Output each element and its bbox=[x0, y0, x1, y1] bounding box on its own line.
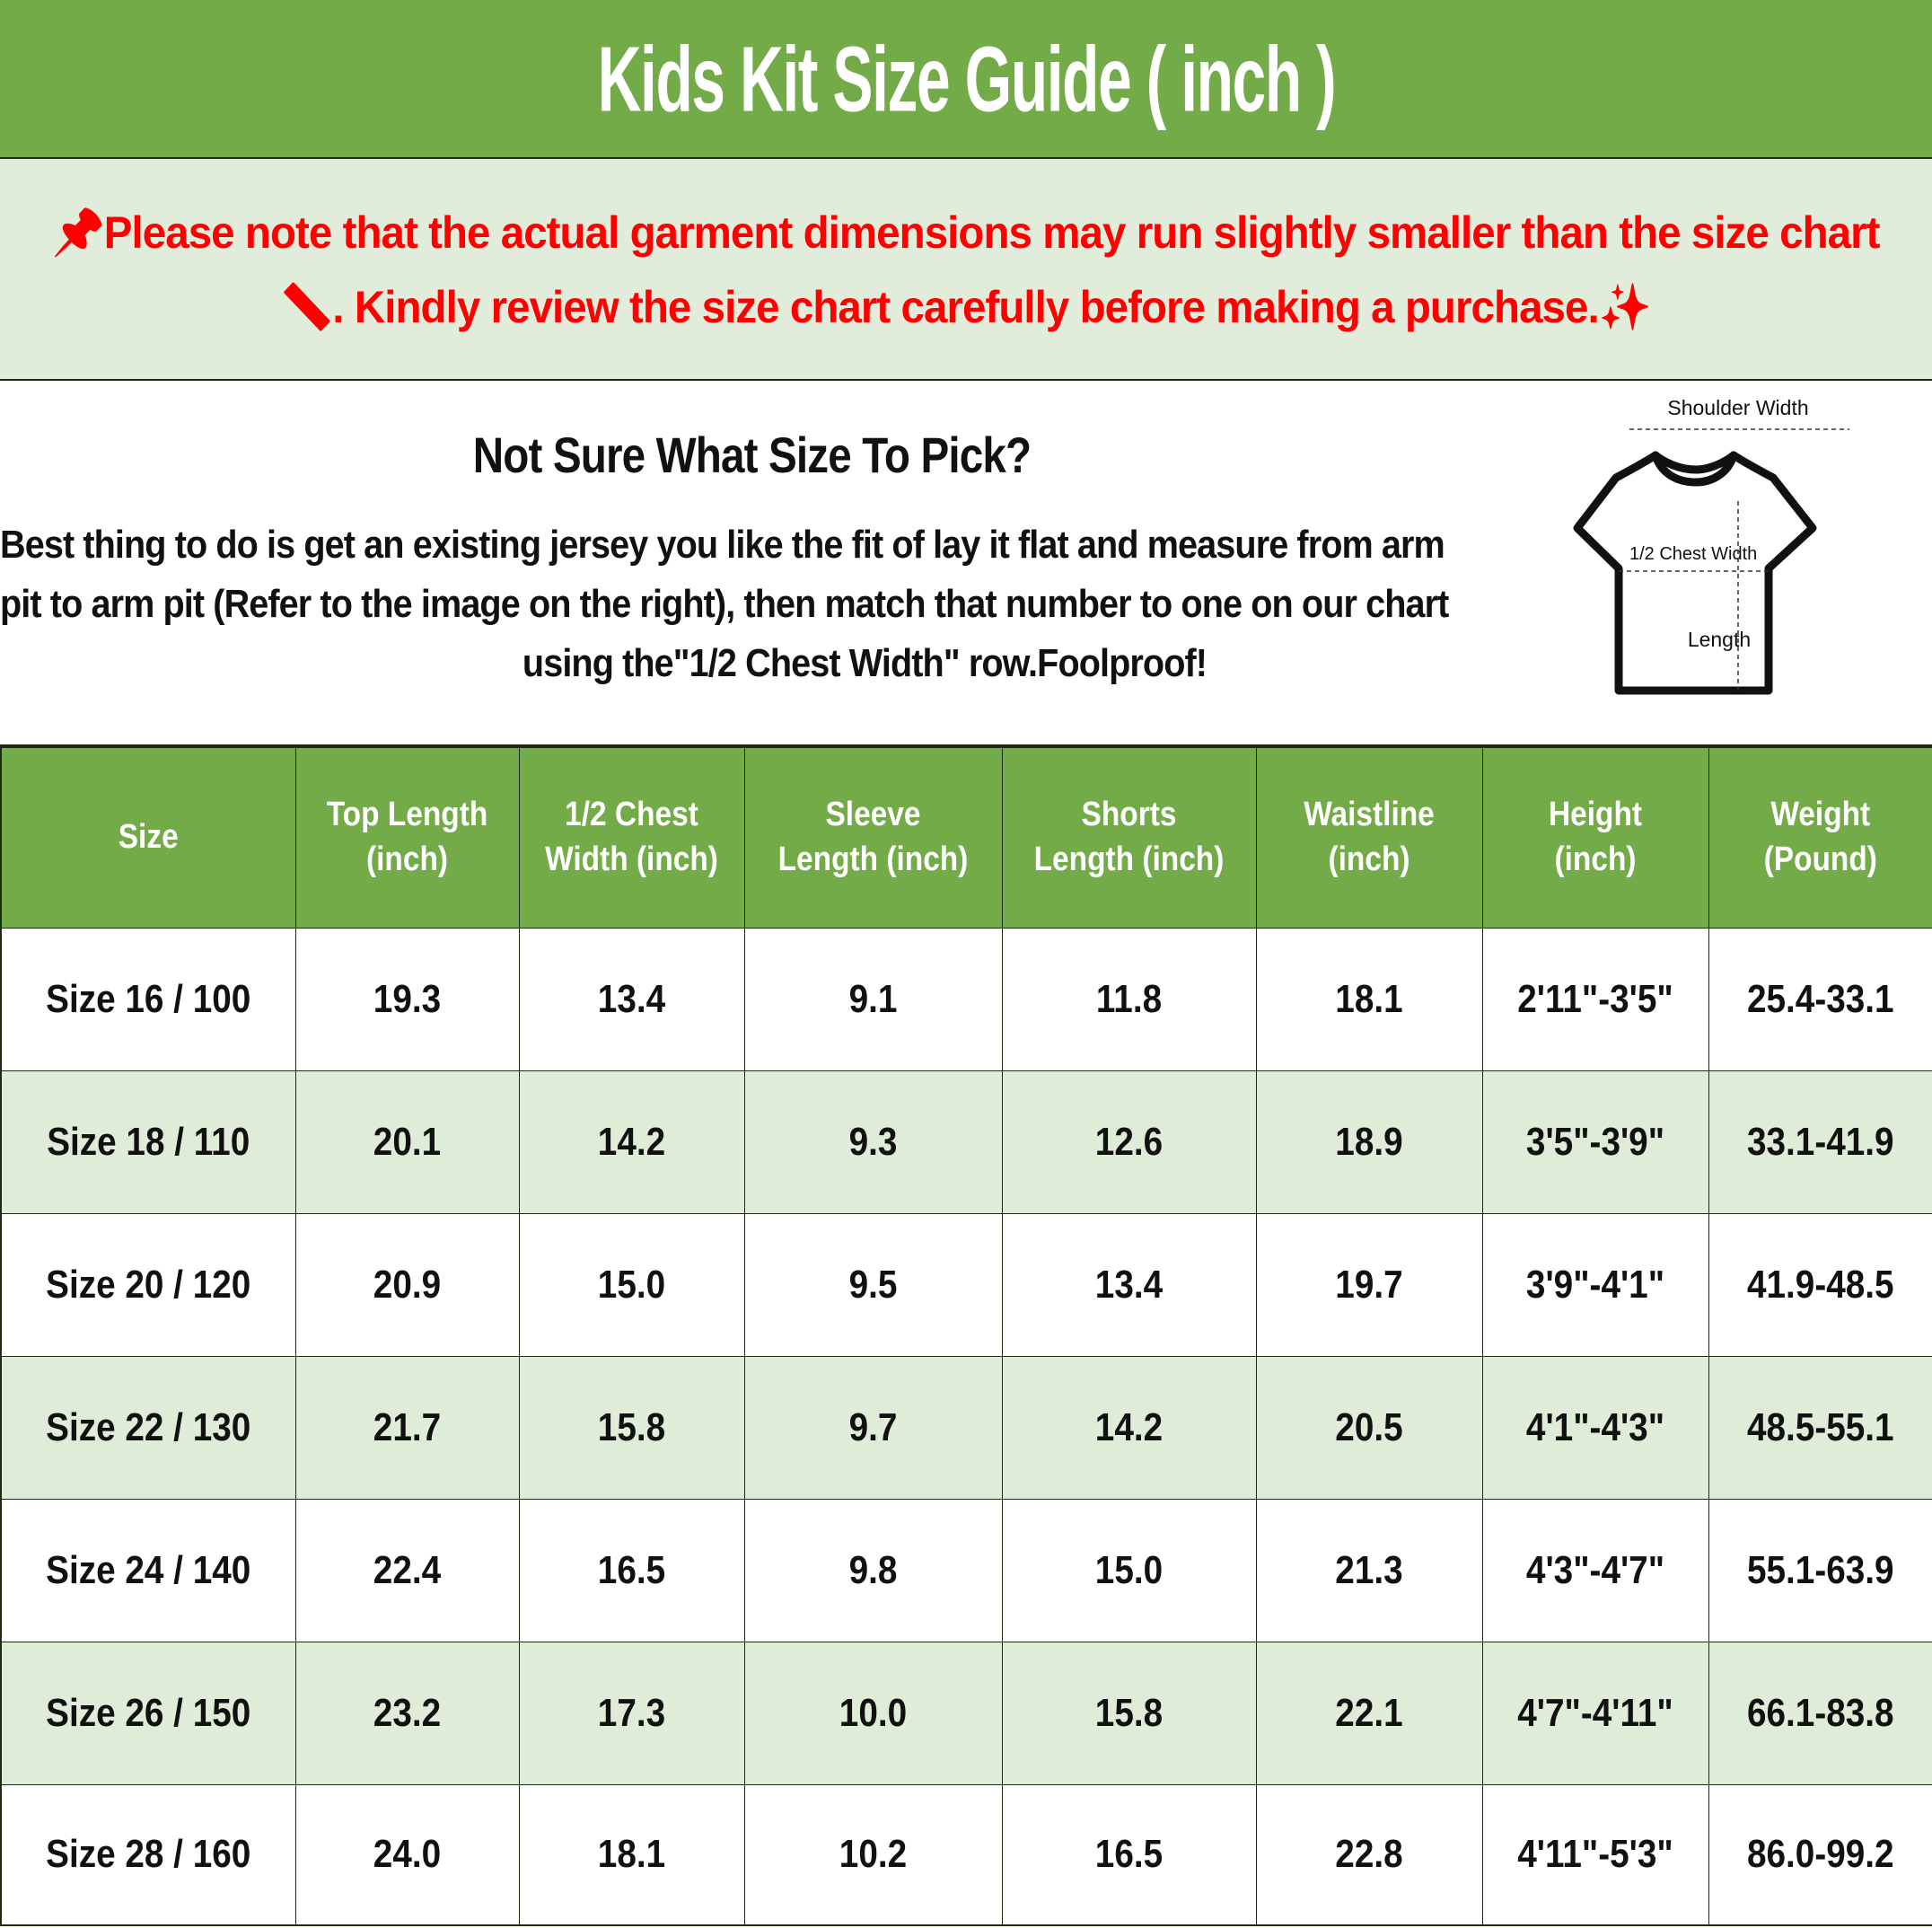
svg-text:Length: Length bbox=[1688, 628, 1751, 651]
svg-text:Shoulder Width: Shoulder Width bbox=[1667, 396, 1808, 419]
